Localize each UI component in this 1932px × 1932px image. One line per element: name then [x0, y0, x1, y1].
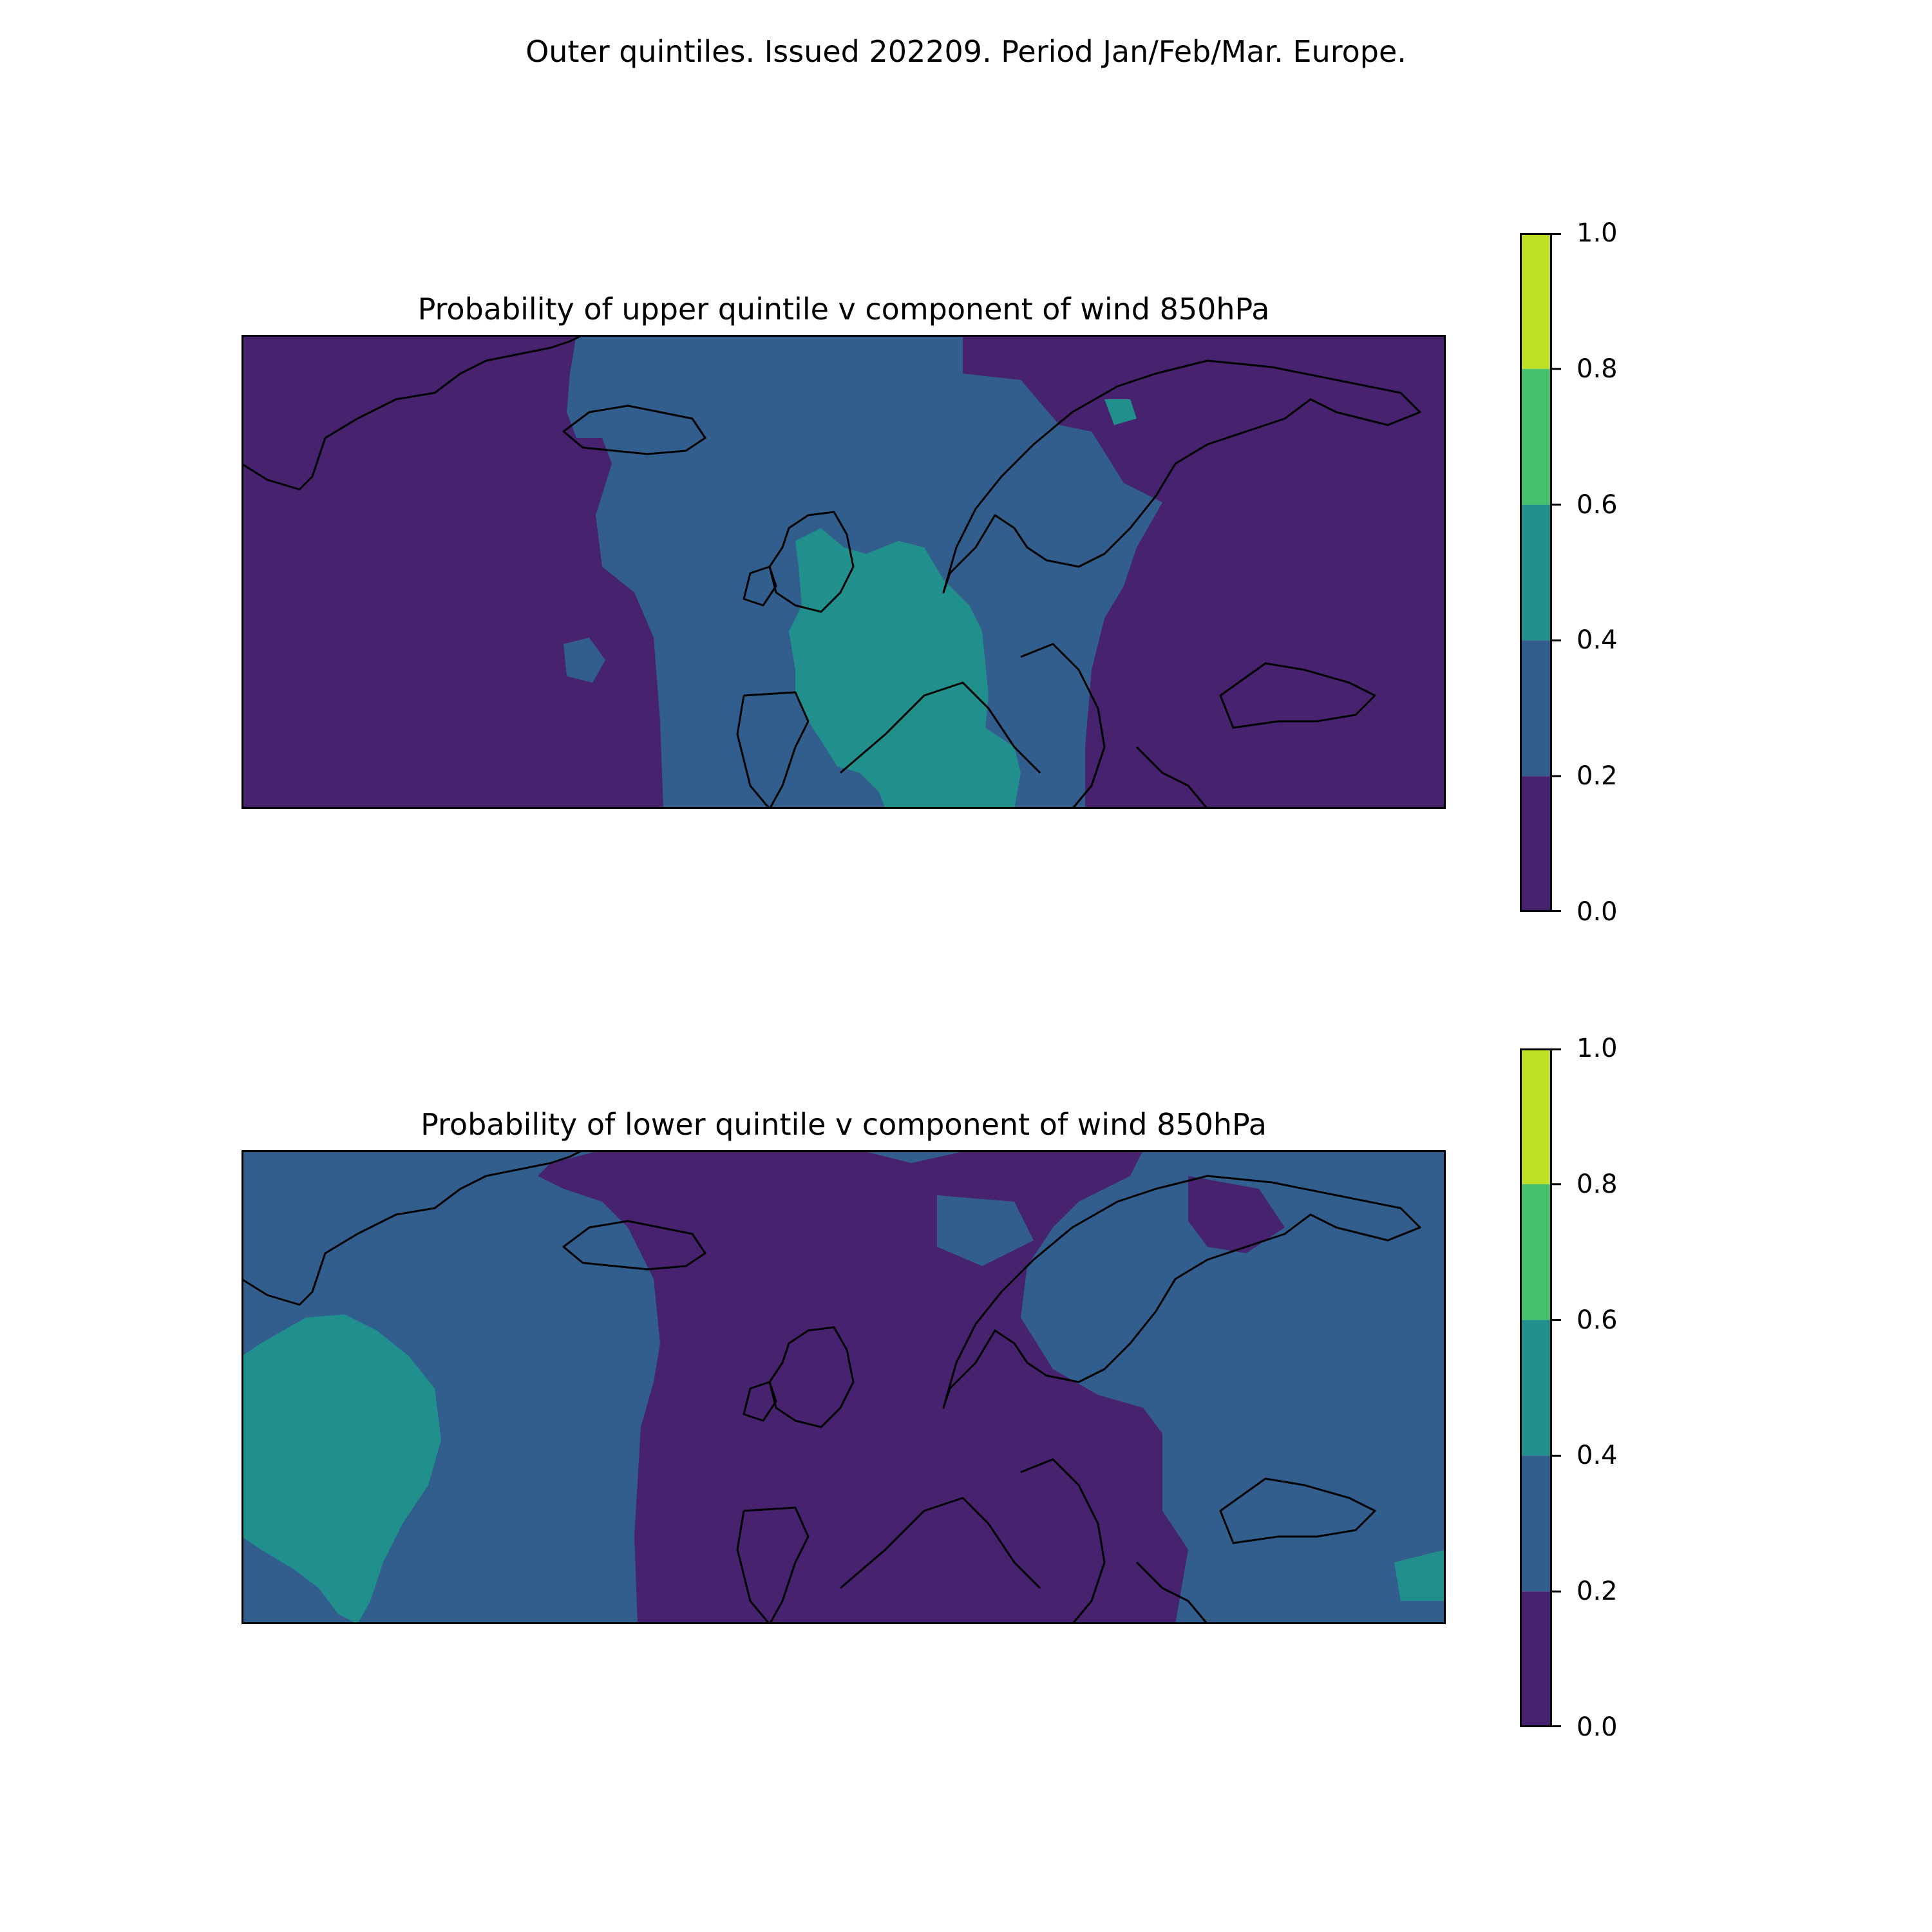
lower-panel-title: Probability of lower quintile v componen…: [421, 1107, 1267, 1142]
colorbar-bin-0.8-1.0: [1520, 1048, 1552, 1184]
colorbar-tick-label: 0.2: [1577, 1577, 1618, 1606]
upper-panel-title: Probability of upper quintile v componen…: [417, 292, 1270, 327]
colorbar-tick-label: 0.6: [1577, 1305, 1618, 1335]
bin-0.4-0.6-region: [1394, 1549, 1446, 1601]
bin-0.2-0.4-region: [937, 1195, 1034, 1266]
lower-colorbar: [1520, 1048, 1552, 1727]
lower-quintile-map: [242, 1150, 1446, 1624]
colorbar-bin-0.4-0.6: [1520, 504, 1552, 641]
figure-suptitle: Outer quintiles. Issued 202209. Period J…: [526, 34, 1406, 69]
colorbar-bin-0.8-1.0: [1520, 233, 1552, 369]
map-frame: [242, 335, 1446, 809]
colorbar-bin-0.6-0.8: [1520, 368, 1552, 505]
colorbar-tick-label: 0.8: [1577, 354, 1618, 384]
upper-quintile-map: [242, 335, 1446, 809]
colorbar-tick-label: 0.8: [1577, 1170, 1618, 1199]
colorbar-bin-0-0.2: [1520, 1591, 1552, 1727]
colorbar-tick-label: 1.0: [1577, 1034, 1618, 1063]
colorbar-tick-label: 1.0: [1577, 218, 1618, 248]
bin-0.4-0.6-region: [789, 528, 1021, 809]
colorbar-tick-label: 0.4: [1577, 1441, 1618, 1470]
lower-colorbar-tick-marks: [1552, 1048, 1561, 1727]
bin-0.4-0.6-region: [242, 1314, 441, 1624]
upper-colorbar: [1520, 233, 1552, 912]
colorbar-tick-label: 0.6: [1577, 490, 1618, 520]
upper-colorbar-tick-marks: [1552, 233, 1561, 912]
colorbar-bin-0.4-0.6: [1520, 1320, 1552, 1456]
colorbar-bin-0-0.2: [1520, 776, 1552, 912]
colorbar-bin-0.2-0.4: [1520, 1455, 1552, 1592]
colorbar-tick-label: 0.2: [1577, 761, 1618, 791]
coastline: [242, 1150, 1421, 1624]
colorbar-tick-label: 0.4: [1577, 625, 1618, 655]
bin-0.0-0.2-region: [1188, 1176, 1285, 1253]
bin-0.4-0.6-region: [1104, 399, 1137, 425]
coastline: [242, 335, 1421, 809]
bin-0.0-0.2-region: [1069, 335, 1208, 431]
colorbar-tick-label: 0.0: [1577, 1712, 1618, 1742]
map-frame: [242, 1150, 1446, 1624]
bin-0.2-0.4-region: [564, 638, 605, 683]
colorbar-bin-0.6-0.8: [1520, 1184, 1552, 1320]
colorbar-tick-label: 0.0: [1577, 897, 1618, 927]
colorbar-bin-0.2-0.4: [1520, 640, 1552, 777]
